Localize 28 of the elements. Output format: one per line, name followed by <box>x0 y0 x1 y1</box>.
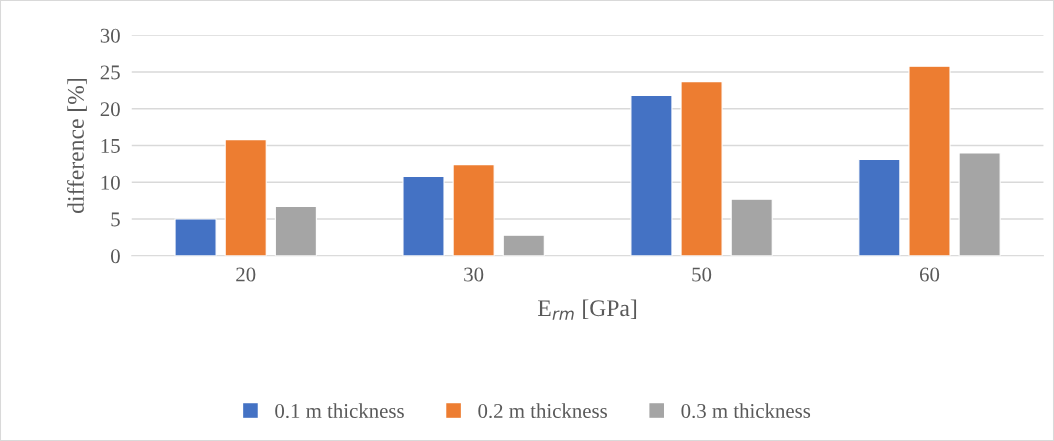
bar <box>452 164 495 256</box>
y-tick-label: 10 <box>101 175 120 190</box>
bar <box>730 198 773 256</box>
bar <box>274 205 317 256</box>
x-axis-title: E$_{rm}$ [GPa] <box>537 299 637 320</box>
legend-label: 0.3 m thickness <box>681 403 811 419</box>
legend-label: 0.2 m thickness <box>478 403 607 419</box>
x-tick-label: 20 <box>236 267 256 282</box>
y-tick-label: 20 <box>100 102 120 117</box>
y-tick-label: 5 <box>111 212 120 227</box>
y-tick-label: 25 <box>100 65 120 80</box>
bar <box>174 218 217 256</box>
y-tick-label: 30 <box>100 28 120 43</box>
y-axis-title: difference [%] <box>67 79 87 213</box>
bar <box>402 175 445 256</box>
x-tick-label: 60 <box>919 267 940 282</box>
legend-label: 0.1 m thickness <box>275 403 404 419</box>
bar <box>858 158 901 256</box>
x-tick-label: 50 <box>692 267 712 282</box>
y-tick-label: 0 <box>111 249 120 264</box>
bar <box>630 94 673 256</box>
bar <box>680 81 723 256</box>
bar <box>908 65 951 256</box>
bar <box>502 234 545 256</box>
bar <box>958 152 1001 256</box>
bar <box>224 139 267 256</box>
x-tick-label: 30 <box>464 267 484 282</box>
y-tick-label: 15 <box>101 139 120 153</box>
